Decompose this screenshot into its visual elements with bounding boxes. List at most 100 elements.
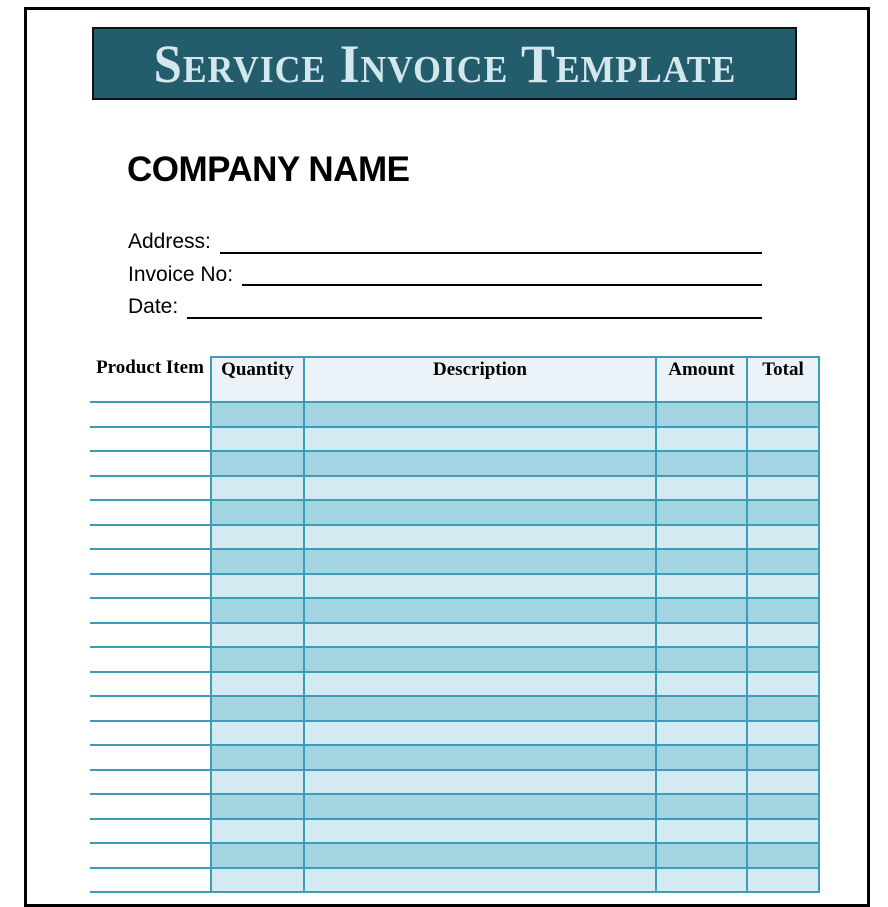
table-cell-quantity[interactable]: [210, 721, 305, 746]
table-cell-description[interactable]: [305, 427, 657, 452]
table-cell-product[interactable]: [90, 746, 210, 771]
table-cell-total[interactable]: [748, 770, 820, 795]
table-cell-quantity[interactable]: [210, 452, 305, 477]
table-cell-description[interactable]: [305, 746, 657, 771]
table-cell-amount[interactable]: [657, 844, 748, 869]
table-cell-quantity[interactable]: [210, 550, 305, 575]
table-cell-description[interactable]: [305, 623, 657, 648]
table-cell-product[interactable]: [90, 575, 210, 599]
table-cell-quantity[interactable]: [210, 574, 305, 599]
table-cell-total[interactable]: [748, 795, 820, 820]
table-cell-quantity[interactable]: [210, 746, 305, 771]
table-cell-product[interactable]: [90, 673, 210, 697]
table-cell-total[interactable]: [748, 476, 820, 501]
table-cell-quantity[interactable]: [210, 844, 305, 869]
table-cell-product[interactable]: [90, 697, 210, 722]
table-cell-amount[interactable]: [657, 550, 748, 575]
table-cell-product[interactable]: [90, 844, 210, 869]
table-cell-description[interactable]: [305, 550, 657, 575]
table-cell-total[interactable]: [748, 550, 820, 575]
table-cell-total[interactable]: [748, 697, 820, 722]
table-cell-product[interactable]: [90, 599, 210, 624]
table-cell-product[interactable]: [90, 795, 210, 820]
table-cell-quantity[interactable]: [210, 525, 305, 550]
table-cell-quantity[interactable]: [210, 648, 305, 673]
table-cell-total[interactable]: [748, 427, 820, 452]
table-cell-amount[interactable]: [657, 623, 748, 648]
table-cell-description[interactable]: [305, 452, 657, 477]
table-cell-description[interactable]: [305, 648, 657, 673]
table-cell-product[interactable]: [90, 869, 210, 893]
table-cell-amount[interactable]: [657, 868, 748, 893]
table-cell-product[interactable]: [90, 624, 210, 648]
table-cell-amount[interactable]: [657, 525, 748, 550]
table-cell-description[interactable]: [305, 525, 657, 550]
table-cell-description[interactable]: [305, 672, 657, 697]
address-input-line[interactable]: [219, 226, 762, 254]
table-cell-description[interactable]: [305, 770, 657, 795]
table-cell-amount[interactable]: [657, 672, 748, 697]
table-cell-description[interactable]: [305, 403, 657, 428]
table-cell-quantity[interactable]: [210, 427, 305, 452]
table-cell-description[interactable]: [305, 476, 657, 501]
table-cell-description[interactable]: [305, 599, 657, 624]
table-cell-amount[interactable]: [657, 721, 748, 746]
table-cell-product[interactable]: [90, 477, 210, 501]
table-cell-amount[interactable]: [657, 452, 748, 477]
table-cell-total[interactable]: [748, 844, 820, 869]
table-cell-total[interactable]: [748, 721, 820, 746]
table-cell-total[interactable]: [748, 525, 820, 550]
table-cell-description[interactable]: [305, 868, 657, 893]
table-cell-description[interactable]: [305, 721, 657, 746]
table-cell-total[interactable]: [748, 623, 820, 648]
table-cell-description[interactable]: [305, 844, 657, 869]
table-cell-total[interactable]: [748, 648, 820, 673]
table-cell-product[interactable]: [90, 550, 210, 575]
table-cell-quantity[interactable]: [210, 672, 305, 697]
table-cell-amount[interactable]: [657, 770, 748, 795]
table-cell-quantity[interactable]: [210, 476, 305, 501]
table-cell-quantity[interactable]: [210, 770, 305, 795]
table-cell-amount[interactable]: [657, 501, 748, 526]
invoice-no-input-line[interactable]: [242, 259, 762, 286]
table-cell-quantity[interactable]: [210, 868, 305, 893]
table-cell-product[interactable]: [90, 722, 210, 746]
table-cell-amount[interactable]: [657, 403, 748, 428]
table-cell-total[interactable]: [748, 501, 820, 526]
table-cell-description[interactable]: [305, 574, 657, 599]
table-cell-quantity[interactable]: [210, 599, 305, 624]
table-cell-total[interactable]: [748, 819, 820, 844]
table-cell-quantity[interactable]: [210, 795, 305, 820]
table-cell-product[interactable]: [90, 452, 210, 477]
table-cell-product[interactable]: [90, 403, 210, 428]
table-cell-total[interactable]: [748, 574, 820, 599]
table-cell-product[interactable]: [90, 501, 210, 526]
table-cell-total[interactable]: [748, 452, 820, 477]
table-cell-quantity[interactable]: [210, 623, 305, 648]
table-cell-total[interactable]: [748, 403, 820, 428]
table-cell-description[interactable]: [305, 795, 657, 820]
table-cell-amount[interactable]: [657, 795, 748, 820]
table-cell-quantity[interactable]: [210, 403, 305, 428]
table-cell-amount[interactable]: [657, 427, 748, 452]
table-cell-product[interactable]: [90, 526, 210, 550]
table-cell-amount[interactable]: [657, 599, 748, 624]
date-input-line[interactable]: [187, 291, 762, 319]
table-cell-amount[interactable]: [657, 819, 748, 844]
table-cell-amount[interactable]: [657, 574, 748, 599]
table-cell-total[interactable]: [748, 672, 820, 697]
table-cell-amount[interactable]: [657, 476, 748, 501]
table-cell-description[interactable]: [305, 819, 657, 844]
table-cell-total[interactable]: [748, 599, 820, 624]
table-cell-product[interactable]: [90, 648, 210, 673]
table-cell-amount[interactable]: [657, 648, 748, 673]
table-cell-quantity[interactable]: [210, 697, 305, 722]
table-cell-description[interactable]: [305, 697, 657, 722]
table-cell-product[interactable]: [90, 820, 210, 844]
table-cell-quantity[interactable]: [210, 819, 305, 844]
table-cell-amount[interactable]: [657, 746, 748, 771]
table-cell-amount[interactable]: [657, 697, 748, 722]
table-cell-product[interactable]: [90, 428, 210, 452]
table-cell-total[interactable]: [748, 746, 820, 771]
table-cell-quantity[interactable]: [210, 501, 305, 526]
